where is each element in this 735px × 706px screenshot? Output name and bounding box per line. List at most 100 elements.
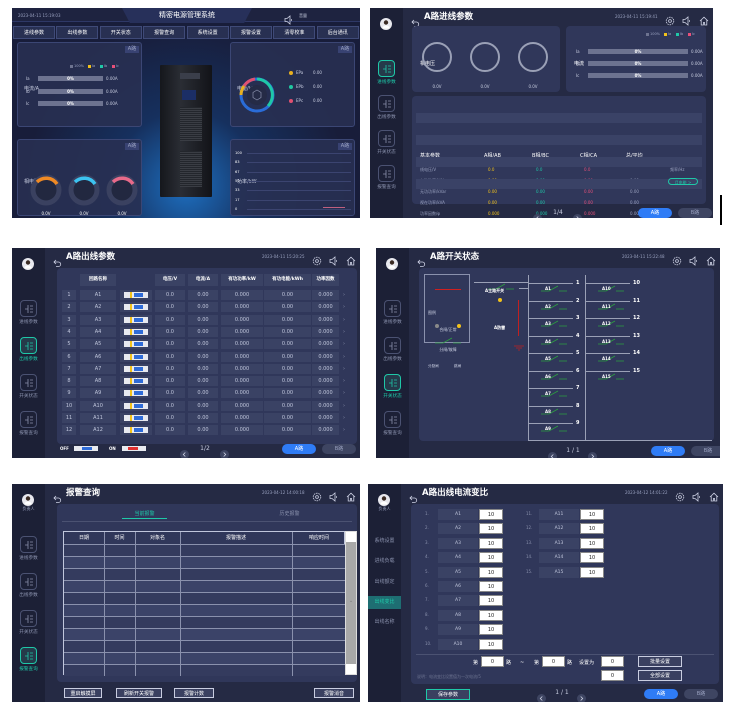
alarm-action-button-3[interactable]: 报警消音 — [314, 688, 354, 698]
ratio-input[interactable]: 10 — [479, 609, 503, 621]
settings-gear-icon[interactable] — [675, 487, 685, 506]
row-detail-chevron[interactable]: › — [343, 353, 345, 360]
alarm-action-button-0[interactable]: 重启触摸屏 — [64, 688, 102, 698]
home-icon[interactable] — [346, 251, 356, 270]
sidebar-item-3[interactable]: 报警查询 — [12, 647, 45, 672]
sidebar-item-0[interactable]: 进线参数 — [12, 300, 45, 325]
batch-set-button[interactable]: 批量设置 — [638, 656, 682, 667]
ratio-input[interactable]: 10 — [580, 523, 604, 535]
prev-page-button[interactable] — [180, 444, 189, 458]
back-icon[interactable] — [53, 488, 62, 507]
route-b-button[interactable]: B路 — [678, 208, 712, 218]
alarm-action-button-2[interactable]: 报警计数 — [174, 688, 214, 698]
volume-label[interactable]: 音量 — [299, 13, 307, 18]
ratio-input[interactable]: 10 — [580, 552, 604, 564]
home-icon[interactable] — [706, 251, 716, 270]
ratio-input[interactable]: 10 — [479, 595, 503, 607]
sidebar-item-4[interactable]: 出线名称 — [374, 619, 395, 626]
nav-tab-2[interactable]: 开关状态 — [99, 26, 142, 39]
settings-gear-icon[interactable] — [672, 251, 682, 270]
sidebar-item-1[interactable]: 出线参数 — [12, 337, 45, 362]
sidebar-item-2[interactable]: 开关状态 — [376, 374, 409, 399]
ratio-input[interactable]: 10 — [479, 638, 503, 650]
nav-tab-7[interactable]: 后台通讯 — [316, 26, 359, 39]
route-a-button[interactable]: A路 — [651, 446, 685, 456]
speaker-icon[interactable] — [329, 251, 339, 270]
ratio-input[interactable]: 10 — [479, 537, 503, 549]
next-page-button[interactable] — [577, 688, 586, 702]
sidebar-item-2[interactable]: 开关状态 — [12, 374, 45, 399]
route-b-button[interactable]: B路 — [691, 446, 720, 456]
sidebar-item-1[interactable]: 出线参数 — [376, 337, 409, 362]
ratio-input[interactable]: 10 — [580, 566, 604, 578]
row-detail-chevron[interactable]: › — [343, 378, 345, 385]
route-b-button[interactable]: B路 — [684, 689, 718, 699]
save-params-button[interactable]: 保存参数 — [426, 689, 470, 700]
nav-tab-5[interactable]: 报警设置 — [230, 26, 272, 39]
sidebar-item-0[interactable]: 系统设置 — [374, 538, 395, 544]
back-icon[interactable] — [417, 252, 426, 271]
sidebar-item-2[interactable]: 开关状态 — [370, 130, 403, 155]
row-detail-chevron[interactable]: › — [343, 365, 345, 372]
speaker-icon[interactable] — [329, 487, 339, 506]
ratio-input[interactable]: 10 — [479, 624, 503, 636]
set-all-button[interactable]: 全部设置 — [638, 670, 682, 681]
tab-current-alarm[interactable]: 当前报警 — [122, 509, 167, 519]
sidebar-item-0[interactable]: 进线参数 — [376, 300, 409, 325]
settings-gear-icon[interactable] — [665, 11, 675, 30]
row-detail-chevron[interactable]: › — [343, 402, 345, 409]
sidebar-item-3[interactable]: 报警查询 — [370, 165, 403, 190]
speaker-icon[interactable] — [284, 10, 294, 29]
ratio-input[interactable]: 10 — [479, 581, 503, 592]
alarm-action-button-1[interactable]: 刷新开关报警 — [116, 688, 162, 698]
sidebar-item-3[interactable]: 出线变比 — [368, 595, 401, 609]
sidebar-item-1[interactable]: 进线负载 — [374, 558, 395, 565]
ratio-input[interactable]: 10 — [479, 523, 503, 535]
sidebar-item-2[interactable]: 开关状态 — [12, 610, 45, 635]
row-detail-chevron[interactable]: › — [343, 328, 345, 335]
sidebar-item-3[interactable]: 报警查询 — [12, 411, 45, 436]
nav-tab-6[interactable]: 清零校准 — [273, 26, 316, 39]
nav-tab-1[interactable]: 出线参数 — [56, 26, 99, 39]
row-detail-chevron[interactable]: › — [343, 341, 345, 348]
batch-from-input[interactable]: 0 — [481, 656, 504, 667]
month-energy-button[interactable]: 月电能 > — [668, 178, 698, 185]
row-detail-chevron[interactable]: › — [343, 390, 345, 397]
sidebar-item-0[interactable]: 进线参数 — [12, 536, 45, 561]
next-page-button[interactable] — [573, 208, 582, 218]
sidebar-item-1[interactable]: 出线参数 — [12, 573, 45, 598]
batch-value-input[interactable]: 0 — [601, 656, 624, 667]
ratio-input[interactable]: 10 — [580, 537, 604, 549]
scroll-down-button[interactable]: ˅ — [346, 664, 356, 674]
ratio-input[interactable]: 10 — [479, 566, 503, 578]
nav-tab-0[interactable]: 进线参数 — [13, 26, 55, 39]
row-detail-chevron[interactable]: › — [343, 316, 345, 323]
prev-page-button[interactable] — [548, 446, 557, 458]
route-a-button[interactable]: A路 — [638, 208, 672, 218]
speaker-icon[interactable] — [682, 11, 692, 30]
row-detail-chevron[interactable]: › — [343, 292, 345, 298]
ratio-input[interactable]: 10 — [479, 552, 503, 564]
scroll-up-button[interactable]: ˄ — [346, 532, 356, 607]
back-icon[interactable] — [409, 488, 418, 507]
home-icon[interactable] — [346, 487, 356, 506]
settings-gear-icon[interactable] — [312, 487, 322, 506]
sidebar-item-0[interactable]: 进线参数 — [370, 60, 403, 85]
speaker-icon[interactable] — [692, 487, 702, 506]
route-a-button[interactable]: A路 — [282, 444, 316, 454]
home-icon[interactable] — [709, 487, 719, 506]
scrollbar[interactable]: ˄˅ — [345, 531, 357, 675]
next-page-button[interactable] — [220, 444, 229, 458]
sidebar-item-2[interactable]: 出线额定 — [374, 578, 395, 585]
speaker-icon[interactable] — [689, 251, 699, 270]
ratio-input[interactable]: 10 — [580, 509, 604, 520]
prev-page-button[interactable] — [537, 688, 546, 702]
ratio-input[interactable]: 10 — [479, 509, 503, 520]
tab-history-alarm[interactable]: 历史报警 — [279, 511, 300, 517]
next-page-button[interactable] — [588, 446, 597, 458]
route-a-button[interactable]: A路 — [644, 689, 678, 699]
settings-gear-icon[interactable] — [312, 251, 322, 270]
nav-tab-3[interactable]: 报警查询 — [143, 26, 186, 39]
row-detail-chevron[interactable]: › — [343, 427, 345, 434]
home-icon[interactable] — [699, 11, 709, 30]
